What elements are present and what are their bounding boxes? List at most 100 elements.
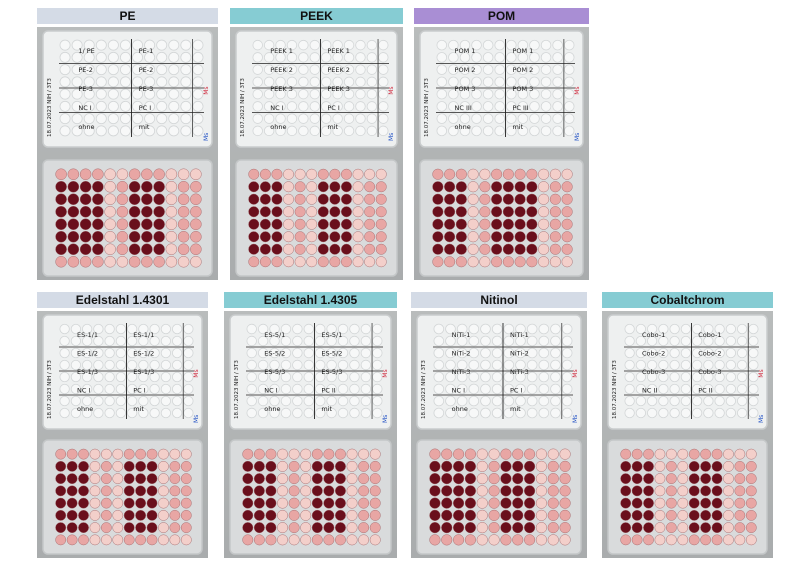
ink-label: NC III bbox=[455, 104, 472, 112]
well bbox=[364, 206, 376, 218]
ink-label: NiTi-3 bbox=[510, 368, 529, 376]
well bbox=[329, 206, 341, 218]
well bbox=[360, 323, 372, 335]
well bbox=[549, 243, 561, 255]
well bbox=[275, 76, 286, 88]
well bbox=[680, 395, 692, 407]
well bbox=[66, 473, 78, 484]
well bbox=[360, 383, 372, 395]
well bbox=[171, 383, 183, 395]
well bbox=[725, 335, 737, 347]
well bbox=[441, 473, 453, 485]
well bbox=[257, 395, 269, 407]
well bbox=[538, 256, 550, 268]
ink-label: PE-3 bbox=[139, 85, 154, 93]
well bbox=[265, 534, 277, 546]
plates-photo: Cobo-1 Cobo-1 Cobo-2 Cobo-2 Cobo-3 Cobo-3 NC I… bbox=[602, 311, 773, 558]
blue-annotation: Ms bbox=[572, 415, 579, 423]
well bbox=[59, 395, 70, 407]
well bbox=[517, 125, 529, 137]
well bbox=[286, 76, 298, 88]
well bbox=[529, 101, 540, 112]
well bbox=[323, 460, 335, 472]
well bbox=[563, 125, 575, 137]
well bbox=[315, 335, 326, 347]
panel-peek: PEEK PEEK 1 PEEK 1 PEEK 2 PEEK 2 PEEK 3 PEEK … bbox=[230, 8, 403, 280]
well bbox=[59, 64, 71, 76]
well bbox=[375, 181, 387, 193]
well bbox=[315, 407, 326, 419]
well bbox=[666, 534, 677, 546]
well bbox=[748, 407, 759, 419]
well bbox=[138, 335, 149, 347]
well bbox=[156, 51, 168, 63]
ink-label: PE-2 bbox=[78, 66, 93, 74]
well bbox=[745, 534, 757, 546]
well bbox=[123, 497, 135, 509]
well bbox=[448, 125, 459, 137]
well bbox=[95, 51, 107, 63]
well bbox=[502, 256, 514, 268]
well bbox=[547, 485, 559, 497]
well bbox=[259, 168, 271, 180]
stained-plate bbox=[42, 439, 203, 555]
well bbox=[146, 485, 158, 497]
well bbox=[343, 76, 355, 88]
well bbox=[168, 125, 180, 137]
well bbox=[183, 347, 194, 359]
well bbox=[736, 323, 748, 335]
well bbox=[479, 168, 491, 180]
well bbox=[635, 407, 647, 419]
well bbox=[275, 88, 286, 100]
well bbox=[517, 64, 529, 75]
well bbox=[658, 371, 669, 383]
well bbox=[89, 510, 101, 521]
well bbox=[335, 485, 346, 497]
well bbox=[471, 125, 482, 137]
well bbox=[658, 347, 669, 359]
well bbox=[372, 359, 383, 371]
well bbox=[82, 395, 93, 407]
well bbox=[66, 534, 78, 546]
well bbox=[55, 218, 67, 230]
well bbox=[526, 383, 538, 395]
well bbox=[559, 460, 571, 472]
well bbox=[703, 407, 714, 419]
well bbox=[563, 101, 575, 112]
well bbox=[723, 473, 734, 484]
well bbox=[93, 359, 104, 371]
well bbox=[66, 510, 78, 521]
well bbox=[171, 407, 183, 419]
well bbox=[464, 473, 476, 485]
well bbox=[332, 76, 343, 88]
well bbox=[309, 39, 320, 51]
well bbox=[242, 448, 254, 460]
well bbox=[165, 231, 178, 243]
well bbox=[83, 51, 95, 63]
well bbox=[66, 461, 78, 472]
well bbox=[66, 522, 78, 533]
stained-plate bbox=[235, 159, 398, 277]
ink-label: Cobo-3 bbox=[698, 368, 721, 376]
well bbox=[59, 39, 71, 51]
well bbox=[92, 231, 104, 243]
well bbox=[83, 64, 95, 76]
ink-label: PEEK 1 bbox=[270, 47, 293, 55]
well bbox=[647, 371, 658, 383]
well bbox=[680, 335, 692, 347]
well bbox=[352, 206, 364, 218]
well bbox=[59, 359, 70, 371]
well bbox=[552, 52, 563, 63]
well bbox=[488, 497, 500, 509]
well bbox=[491, 193, 503, 205]
well bbox=[526, 347, 538, 359]
well bbox=[153, 231, 165, 243]
well bbox=[269, 335, 280, 347]
ink-label: ES-1/2 bbox=[133, 349, 154, 357]
well bbox=[180, 473, 192, 484]
well bbox=[171, 323, 183, 335]
well bbox=[332, 39, 343, 51]
ink-label: POM 2 bbox=[455, 66, 476, 74]
well bbox=[631, 510, 643, 521]
well bbox=[448, 64, 459, 75]
